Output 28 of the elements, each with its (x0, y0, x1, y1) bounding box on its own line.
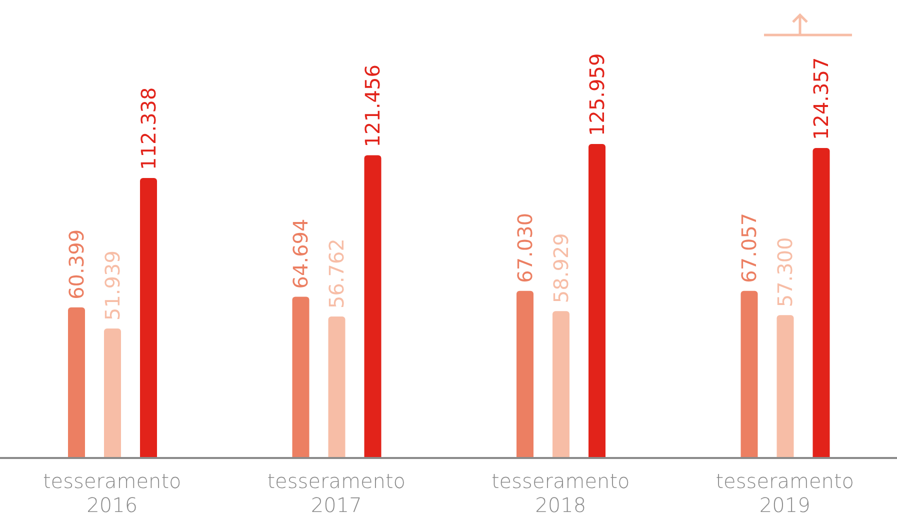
data-label: 125.959 (585, 53, 609, 136)
bar (140, 178, 157, 458)
bar (516, 290, 534, 458)
bar (776, 315, 794, 458)
data-label: 67.030 (513, 212, 537, 283)
bar (292, 296, 310, 458)
data-label: 112.338 (136, 87, 160, 170)
bar (364, 155, 382, 458)
x-tick-label: tesseramento 2019 (716, 469, 854, 515)
bar (328, 316, 346, 458)
data-label: 57.300 (773, 237, 798, 308)
data-label: 60.399 (64, 229, 88, 300)
bar (68, 307, 85, 458)
bar (812, 148, 830, 458)
data-label: 58.929 (549, 233, 573, 304)
x-tick-label: tesseramento 2016 (42, 469, 182, 515)
data-label: 51.939 (100, 250, 124, 321)
x-tick-label: tesseramento 2018 (491, 469, 630, 515)
data-label: 56.762 (324, 238, 349, 308)
data-label: 64.694 (288, 218, 313, 289)
bar (588, 144, 606, 458)
data-label: 67.057 (737, 212, 762, 283)
x-tick-label: tesseramento 2017 (267, 469, 406, 515)
bar (104, 328, 121, 458)
data-label: 124.357 (809, 57, 834, 140)
data-label: 121.456 (360, 64, 385, 148)
bar (552, 311, 570, 458)
bar (740, 290, 758, 458)
